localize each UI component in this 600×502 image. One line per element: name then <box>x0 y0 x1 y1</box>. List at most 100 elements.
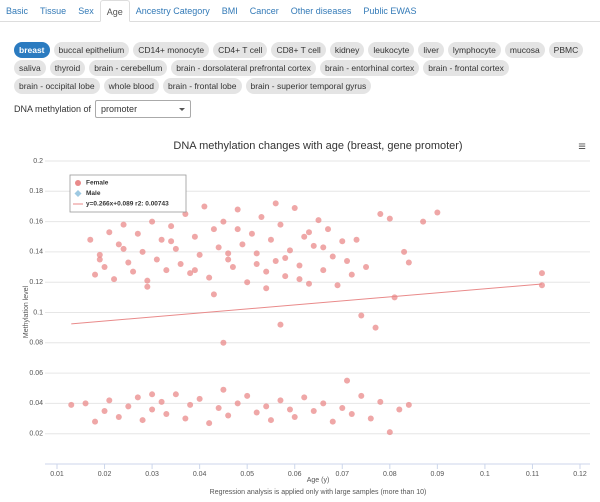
point <box>286 247 293 254</box>
point <box>263 268 270 275</box>
point <box>196 395 203 402</box>
tissue-tag[interactable]: brain - occipital lobe <box>14 78 100 94</box>
tab-bar: Basic Tissue Sex Age Ancestry Category BMI Can… <box>0 0 600 22</box>
tab[interactable]: Cancer <box>249 6 279 16</box>
tissue-tag[interactable]: CD14+ monocyte <box>133 42 210 58</box>
point <box>191 267 198 274</box>
tab[interactable]: Sex <box>78 6 94 16</box>
point <box>420 218 427 225</box>
tissue-tag[interactable]: lymphocyte <box>447 42 501 58</box>
point <box>182 415 189 422</box>
point <box>220 339 227 346</box>
tissue-tag[interactable]: liver <box>418 42 444 58</box>
menu-button[interactable]: ≡ <box>578 138 586 153</box>
point <box>149 406 156 413</box>
point <box>68 401 75 408</box>
tab[interactable]: Age <box>99 0 130 22</box>
point <box>229 264 236 271</box>
tissue-tag[interactable]: CD4+ T cell <box>213 42 268 58</box>
point <box>367 415 374 422</box>
point <box>234 226 241 233</box>
point <box>296 276 303 283</box>
tissue-tag[interactable]: brain - frontal lobe <box>162 78 242 94</box>
tissue-tag[interactable]: saliva <box>14 60 46 76</box>
x-tick-label: 0.04 <box>193 471 207 478</box>
point <box>358 312 365 319</box>
tissue-tag[interactable]: whole blood <box>103 78 159 94</box>
tab[interactable]: Public EWAS <box>363 6 417 16</box>
footnote: Regression analysis is applied only with… <box>210 489 427 496</box>
y-axis-label: Methylation level <box>23 285 30 338</box>
tissue-tag[interactable]: kidney <box>329 42 365 58</box>
point <box>149 218 156 225</box>
point <box>206 274 213 281</box>
tab[interactable]: BMI <box>221 6 238 16</box>
tissue-tag[interactable]: CD8+ T cell <box>271 42 326 58</box>
x-tick-label: 0.06 <box>288 471 302 478</box>
point <box>101 407 108 414</box>
x-tick-label: 0.07 <box>335 471 349 478</box>
point <box>391 294 398 301</box>
x-axis-label: Age (y) <box>307 477 330 484</box>
tissue-tag[interactable]: brain - frontal cortex <box>423 60 509 76</box>
point <box>220 386 227 393</box>
point <box>215 404 222 411</box>
tissue-tag[interactable]: breast <box>14 42 50 58</box>
tissue-tag[interactable]: mucosa <box>504 42 545 58</box>
point <box>282 254 289 261</box>
point <box>386 429 393 436</box>
point <box>267 417 274 424</box>
point <box>225 250 232 257</box>
tab[interactable]: Basic <box>6 6 29 16</box>
point <box>353 236 360 243</box>
tissue-tag[interactable]: thyroid <box>49 60 86 76</box>
point <box>92 418 99 425</box>
point <box>296 262 303 269</box>
point <box>225 256 232 263</box>
point <box>191 233 198 240</box>
point <box>139 417 146 424</box>
tab[interactable]: Other diseases <box>290 6 352 16</box>
y-tick-label: 0.18 <box>29 188 43 195</box>
point <box>315 217 322 224</box>
tissue-tag[interactable]: brain - superior temporal gyrus <box>245 78 372 94</box>
x-tick-label: 0.1 <box>480 471 490 478</box>
point <box>130 268 137 275</box>
tissue-tag[interactable]: brain - cerebellum <box>89 60 168 76</box>
point <box>115 241 122 248</box>
point <box>158 236 165 243</box>
point <box>405 401 412 408</box>
point <box>244 279 251 286</box>
point <box>234 400 241 407</box>
point <box>92 271 99 278</box>
tissue-tag[interactable]: buccal epithelium <box>53 42 130 58</box>
point <box>358 392 365 399</box>
x-tick-label: 0.08 <box>383 471 397 478</box>
tissue-tag[interactable]: PBMC <box>548 42 584 58</box>
y-tick-label: 0.2 <box>33 158 43 165</box>
point <box>263 403 270 410</box>
tab[interactable]: Tissue <box>40 6 67 16</box>
point <box>277 221 284 228</box>
tissue-tag[interactable]: brain - dorsolateral prefrontal cortex <box>171 60 316 76</box>
x-tick-label: 0.11 <box>526 471 539 478</box>
filter: DNA methylation of promoter <box>14 100 192 118</box>
y-tick-label: 0.08 <box>29 340 43 347</box>
chart-title: DNA methylation changes with age (breast… <box>173 140 462 152</box>
select[interactable]: promoter <box>95 100 192 118</box>
point <box>538 282 545 289</box>
y-tick-label: 0.16 <box>29 218 43 225</box>
point <box>320 267 327 274</box>
point <box>134 394 141 401</box>
point <box>206 420 213 427</box>
tissue-tag[interactable]: brain - entorhinal cortex <box>319 60 420 76</box>
point <box>144 283 151 290</box>
tab[interactable]: Ancestry Category <box>135 6 210 16</box>
point <box>115 414 122 421</box>
point <box>153 256 160 263</box>
regression-line <box>71 283 543 325</box>
tissue-tag[interactable]: leukocyte <box>368 42 415 58</box>
point <box>396 406 403 413</box>
point <box>96 251 103 258</box>
